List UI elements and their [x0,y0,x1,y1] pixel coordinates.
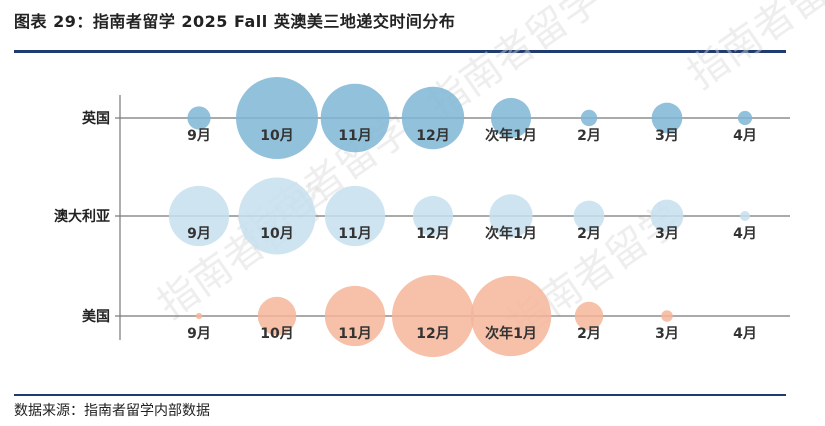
bubble-mark [580,109,598,127]
month-label: 4月 [733,226,757,242]
bubble-mark [489,194,533,238]
bubble-mark [236,77,318,159]
month-label: 2月 [577,326,601,342]
bubble-mark [650,199,684,233]
month-label: 11月 [338,226,371,242]
bubble-layer [168,77,753,357]
month-label: 次年1月 [485,325,537,342]
month-label: 4月 [733,128,757,144]
month-label: 3月 [655,326,679,342]
bubble-mark [574,301,604,331]
chart-title: 图表 29：指南者留学 2025 Fall 英澳美三地递交时间分布 [14,12,456,31]
month-label: 12月 [416,326,449,342]
bubble-mark [401,86,465,150]
month-label: 9月 [187,326,211,342]
bubble-mark [187,106,211,130]
bubble-mark [412,195,454,237]
month-label: 次年1月 [485,225,537,242]
month-label: 3月 [655,128,679,144]
top-divider [14,50,786,53]
month-label: 11月 [338,326,371,342]
bubble-mark [737,110,753,126]
month-label: 3月 [655,226,679,242]
month-label: 9月 [187,128,211,144]
row-label: 英国 [81,110,110,127]
bubble-mark [651,102,683,134]
bubble-mark [392,275,474,357]
row-label: 美国 [82,308,110,325]
month-label: 2月 [577,226,601,242]
bubble-mark [739,210,751,222]
month-label: 9月 [187,226,211,242]
bubble-mark [324,285,386,347]
month-label: 4月 [733,326,757,342]
month-label: 10月 [260,326,293,342]
month-label: 12月 [416,226,449,242]
bubble-mark [238,177,316,255]
bubble-mark [490,97,532,139]
bottom-divider [14,394,786,396]
source-note: 数据来源：指南者留学内部数据 [14,403,210,419]
bubble-mark [320,83,390,153]
month-label: 2月 [577,128,601,144]
row-label: 澳大利亚 [54,208,110,225]
watermark-text: 指南者留学 [679,0,825,98]
bubble-mark [470,275,552,357]
month-label: 11月 [338,128,371,144]
bubble-mark [661,310,673,322]
month-label: 次年1月 [485,127,537,144]
bubble-mark [573,200,605,232]
bubble-mark [324,185,386,247]
bubble-mark [195,312,203,320]
bubble-mark [168,185,230,247]
month-label: 10月 [260,128,293,144]
month-label: 10月 [260,226,293,242]
bubble-mark [257,296,297,336]
month-label: 12月 [416,128,449,144]
